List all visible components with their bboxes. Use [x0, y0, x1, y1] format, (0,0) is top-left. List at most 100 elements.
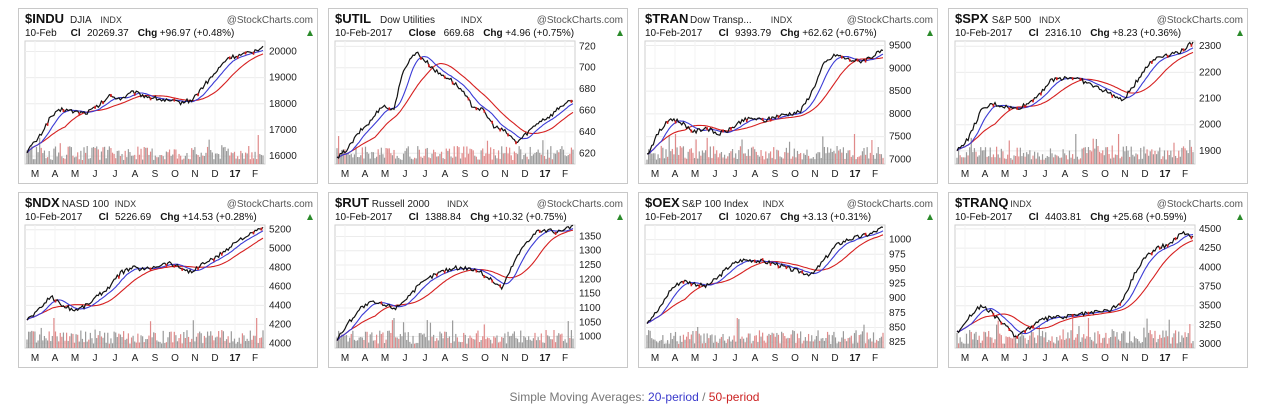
volume-bar: [1094, 332, 1096, 348]
volume-bar: [815, 153, 818, 164]
x-tick-label: J: [1043, 353, 1048, 364]
chart-card-ndx[interactable]: $NDX NASD 100 INDX @StockCharts.com 10-Feb-2…: [18, 192, 318, 368]
chart-card-tran[interactable]: $TRAN Dow Transp... INDX @StockCharts.com 10…: [638, 8, 938, 184]
volume-bar: [1171, 337, 1174, 348]
volume-bar: [233, 151, 236, 164]
volume-bar: [248, 146, 250, 164]
volume-bar: [1045, 332, 1047, 348]
y-tick-label: 680: [579, 84, 596, 95]
x-tick-label: A: [672, 353, 679, 364]
volume-bar: [1111, 329, 1113, 348]
down-candle: [1166, 54, 1169, 58]
volume-bar: [154, 155, 156, 164]
volume-bar: [34, 159, 36, 164]
volume-bar: [199, 156, 201, 164]
volume-bar: [652, 339, 654, 348]
chart-card-indu[interactable]: $INDU DJIA INDX @StockCharts.com 10-Feb Cl 202…: [18, 8, 318, 184]
volume-bar: [758, 330, 761, 348]
volume-bar: [70, 333, 72, 348]
volume-bar: [1160, 337, 1162, 348]
volume-bar: [719, 153, 721, 164]
volume-bar: [501, 146, 503, 164]
volume-bar: [216, 336, 218, 348]
volume-bar: [1019, 336, 1021, 348]
volume-bar: [1124, 151, 1126, 164]
down-candle: [682, 280, 685, 284]
y-tick-label: 700: [579, 63, 596, 74]
x-tick-label: M: [1001, 353, 1009, 364]
down-candle: [745, 119, 748, 123]
close-value: 4403.81: [1045, 212, 1082, 223]
volume-bar: [874, 342, 876, 348]
price-label: Close: [409, 28, 437, 39]
volume-bar: [119, 155, 122, 164]
volume-bar: [864, 154, 867, 164]
volume-bar: [1100, 342, 1102, 348]
volume-bar: [353, 154, 356, 164]
volume-bar: [157, 157, 160, 164]
volume-bar: [845, 341, 848, 348]
volume-bar: [689, 149, 691, 164]
y-tick-label: 2000: [1199, 120, 1222, 131]
volume-bar: [507, 331, 509, 348]
volume-bar: [483, 324, 485, 348]
x-tick-label: 17: [849, 353, 861, 364]
volume-bar: [679, 146, 681, 164]
chart-card-oex[interactable]: $OEX S&P 100 Index INDX @StockCharts.com 10-…: [638, 192, 938, 368]
volume-bar: [524, 153, 527, 164]
volume-bar: [570, 147, 573, 164]
chart-card-rut[interactable]: $RUT Russell 2000 INDX @StockCharts.com 10-F…: [328, 192, 628, 368]
volume-bar: [51, 335, 53, 348]
sma20-line: [26, 49, 264, 154]
volume-bar: [529, 146, 531, 164]
volume-bar: [869, 338, 871, 348]
sma20-label: 20-period: [648, 390, 699, 404]
volume-bar: [838, 341, 840, 348]
chart-card-spx[interactable]: $SPX S&P 500 INDX @StockCharts.com 10-Feb-20…: [948, 8, 1248, 184]
volume-bar: [134, 154, 136, 164]
volume-bar: [1110, 337, 1112, 348]
volume-bar: [401, 159, 403, 164]
volume-bar: [199, 331, 201, 348]
price-line: [646, 226, 884, 324]
volume-bar: [671, 148, 673, 164]
volume-bar: [543, 156, 546, 164]
volume-bar: [246, 153, 248, 164]
chart-card-util[interactable]: $UTIL Dow Utilities INDX @StockCharts.com 10…: [328, 8, 628, 184]
volume-bar: [478, 342, 481, 348]
volume-bar: [788, 141, 791, 164]
x-tick-label: A: [672, 169, 679, 180]
volume-bar: [350, 333, 352, 348]
volume-bar: [1103, 155, 1105, 164]
volume-bar: [1037, 152, 1039, 164]
down-candle: [380, 301, 383, 305]
price-label: Cl: [719, 28, 729, 39]
volume-bar: [784, 152, 786, 164]
volume-bar: [1059, 335, 1061, 348]
volume-bar: [972, 339, 974, 348]
x-tick-label: O: [791, 353, 799, 364]
x-tick-label: J: [113, 353, 118, 364]
x-tick-label: A: [442, 353, 449, 364]
volume-bar: [516, 154, 519, 164]
x-tick-label: J: [113, 169, 118, 180]
volume-bar: [437, 340, 439, 348]
volume-bar: [556, 150, 558, 164]
sma50-line: [26, 53, 264, 154]
plot-frame: [644, 224, 886, 349]
chart-card-tranq[interactable]: $TRANQ INDX @StockCharts.com 10-Feb-2017 Cl 4…: [948, 192, 1248, 368]
volume-bar: [175, 149, 177, 164]
volume-bar: [252, 158, 255, 164]
volume-bar: [1007, 337, 1009, 348]
volume-bar: [1103, 337, 1105, 348]
volume-bar: [148, 154, 150, 164]
down-candle: [252, 51, 255, 55]
volume-bar: [735, 341, 737, 348]
volume-bar: [1095, 139, 1097, 164]
volume-bar: [969, 330, 971, 348]
y-tick-label: 4400: [269, 300, 292, 311]
volume-bar: [195, 336, 198, 348]
volume-bar: [72, 155, 74, 164]
volume-bar: [364, 331, 367, 348]
volume-bar: [684, 339, 686, 348]
